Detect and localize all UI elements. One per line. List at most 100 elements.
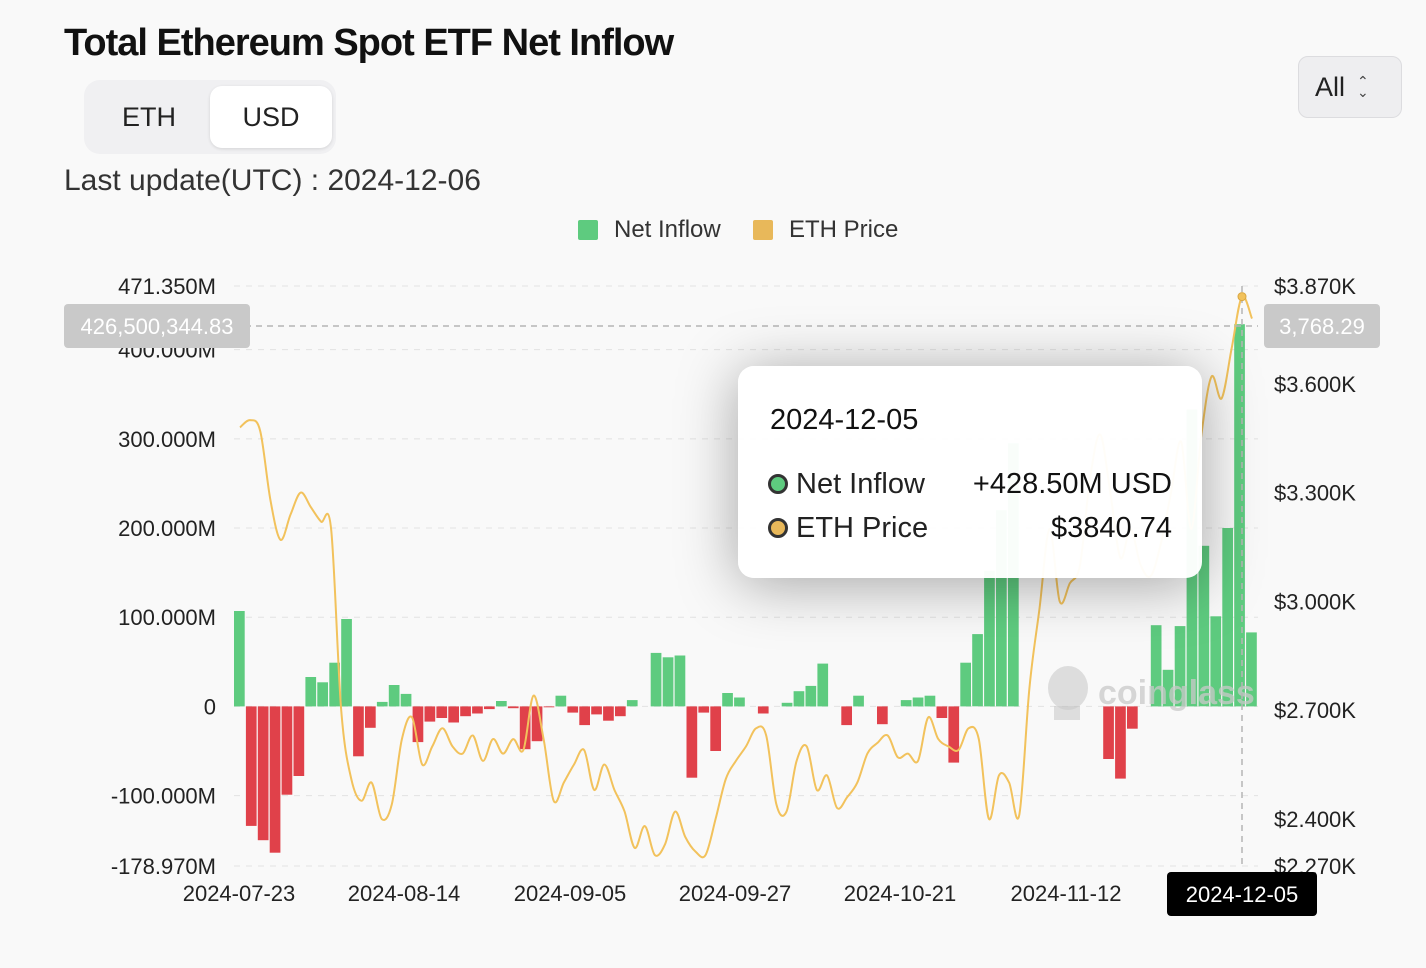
bar <box>734 697 745 707</box>
bar <box>591 706 602 715</box>
page-title: Total Ethereum Spot ETF Net Inflow <box>64 22 674 64</box>
bar <box>924 695 936 707</box>
y-right-tick-label: $2.700K <box>1274 698 1356 723</box>
y-left-tick-label: -178.970M <box>111 854 216 879</box>
x-tick-label: 2024-09-05 <box>514 881 627 906</box>
bar <box>853 695 864 707</box>
bar <box>507 706 519 709</box>
unit-toggle: ETH USD <box>84 80 336 154</box>
crosshair-right-badge: 3,768.29 <box>1264 304 1380 348</box>
bar <box>793 691 805 707</box>
tooltip-row-eth-price: ETH Price $3840.74 <box>768 510 1172 546</box>
y-right-tick-label: $3.000K <box>1274 589 1356 614</box>
bar <box>972 634 983 707</box>
chart-legend: Net Inflow ETH Price <box>0 216 1426 246</box>
bar <box>579 706 590 726</box>
tooltip-net-inflow-value: +428.50M USD <box>972 467 1172 500</box>
bar <box>531 706 543 742</box>
bar <box>257 706 269 841</box>
toggle-usd[interactable]: USD <box>210 86 332 148</box>
bar <box>1174 626 1186 707</box>
bar <box>388 685 400 707</box>
tooltip-eth-price-value: $3840.74 <box>1051 511 1172 544</box>
tooltip: 2024-12-05 Net Inflow +428.50M USD ETH P… <box>738 366 1202 578</box>
bar <box>281 706 293 795</box>
bar <box>805 685 817 707</box>
bar <box>317 682 328 707</box>
tooltip-date: 2024-12-05 <box>770 404 919 436</box>
bar <box>305 677 317 707</box>
tooltip-net-inflow-label: Net Inflow <box>796 467 925 500</box>
bar <box>353 706 364 757</box>
bar <box>472 706 483 714</box>
eth-price-dot-icon <box>768 518 788 538</box>
bar <box>900 700 912 707</box>
y-left-tick-label: 0 <box>204 694 216 719</box>
bar <box>877 706 888 725</box>
crosshair-right-badge-bg <box>1264 304 1380 348</box>
crosshair-left-badge: 426,500,344.83 <box>64 304 250 348</box>
y-right-tick-label: $3.600K <box>1274 372 1356 397</box>
coinglass-logo-icon <box>1048 666 1088 720</box>
bar <box>400 693 412 707</box>
y-left-tick-label: 300.000M <box>118 427 216 452</box>
bar <box>960 662 971 707</box>
bar <box>245 706 257 826</box>
bar <box>1210 616 1222 707</box>
y-left-tick-label: 200.000M <box>118 516 216 541</box>
bar <box>376 701 388 707</box>
y-left-tick-label: 100.000M <box>118 605 216 630</box>
bar <box>1222 528 1233 707</box>
bar <box>448 706 459 723</box>
legend-net-inflow[interactable]: Net Inflow <box>578 216 721 244</box>
bar <box>1103 706 1114 759</box>
y-right-tick-label: $3.870K <box>1274 274 1356 299</box>
range-select-value: All <box>1315 71 1346 102</box>
bar <box>912 697 924 707</box>
bar <box>543 706 555 708</box>
bar <box>460 706 471 717</box>
bar <box>603 706 614 721</box>
bar <box>1198 545 1210 707</box>
crosshair-right-badge-text: 3,768.29 <box>1279 314 1365 339</box>
legend-eth-price-swatch <box>753 220 773 240</box>
bar <box>424 706 436 722</box>
bar <box>662 657 674 707</box>
toggle-eth[interactable]: ETH <box>122 101 176 132</box>
bar <box>1150 625 1162 707</box>
tooltip-eth-price-label: ETH Price <box>796 511 929 544</box>
bar <box>365 706 376 728</box>
bar <box>710 706 721 751</box>
bar <box>650 652 662 707</box>
chevron-up-down-icon: ⌃ ⌄ <box>1357 73 1369 100</box>
bar <box>412 706 424 743</box>
bar <box>984 570 995 707</box>
bar <box>329 662 340 707</box>
last-update-text: Last update(UTC) : 2024-12-06 <box>64 164 481 197</box>
bar <box>234 611 245 707</box>
bar <box>817 663 829 707</box>
net-inflow-dot-icon <box>768 474 788 494</box>
bar <box>484 706 495 710</box>
bar <box>781 702 793 707</box>
bar <box>948 706 960 763</box>
bar <box>757 706 769 714</box>
y-right-tick-label: $2.400K <box>1274 807 1356 832</box>
x-tick-label: 2024-09-27 <box>679 881 792 906</box>
bar <box>698 706 710 713</box>
bar <box>1162 669 1174 707</box>
crosshair-x-badge-text: 2024-12-05 <box>1186 882 1299 907</box>
x-tick-label: 2024-07-23 <box>183 881 296 906</box>
bar <box>519 706 531 750</box>
bar <box>496 701 507 707</box>
tooltip-row-net-inflow: Net Inflow +428.50M USD <box>768 466 1172 502</box>
bar <box>722 693 733 707</box>
crosshair-price-point <box>1237 292 1247 302</box>
legend-net-inflow-swatch <box>578 220 598 240</box>
bar <box>686 706 698 778</box>
legend-eth-price[interactable]: ETH Price <box>753 216 898 244</box>
range-select[interactable]: All ⌃ ⌄ <box>1298 56 1402 118</box>
bar <box>1115 706 1126 779</box>
bar <box>1234 324 1245 707</box>
